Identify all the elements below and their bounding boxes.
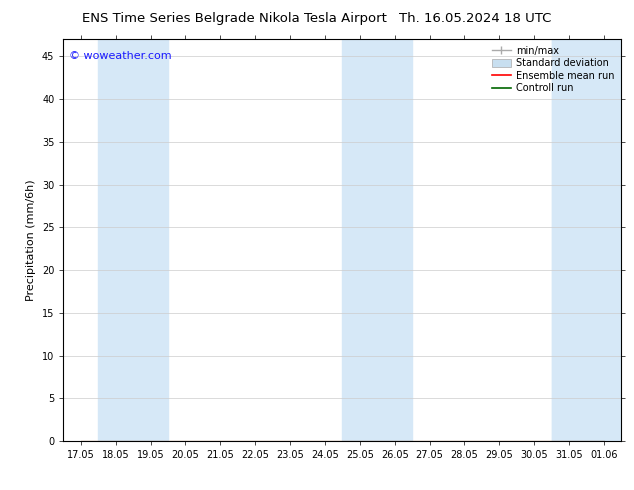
Text: © woweather.com: © woweather.com — [69, 51, 172, 61]
Bar — [98, 39, 168, 441]
Bar — [552, 39, 586, 441]
Bar — [342, 39, 412, 441]
Text: ENS Time Series Belgrade Nikola Tesla Airport: ENS Time Series Belgrade Nikola Tesla Ai… — [82, 12, 387, 25]
Bar — [552, 39, 621, 441]
Y-axis label: Precipitation (mm/6h): Precipitation (mm/6h) — [27, 179, 36, 301]
Text: Th. 16.05.2024 18 UTC: Th. 16.05.2024 18 UTC — [399, 12, 552, 25]
Legend: min/max, Standard deviation, Ensemble mean run, Controll run: min/max, Standard deviation, Ensemble me… — [489, 44, 616, 95]
